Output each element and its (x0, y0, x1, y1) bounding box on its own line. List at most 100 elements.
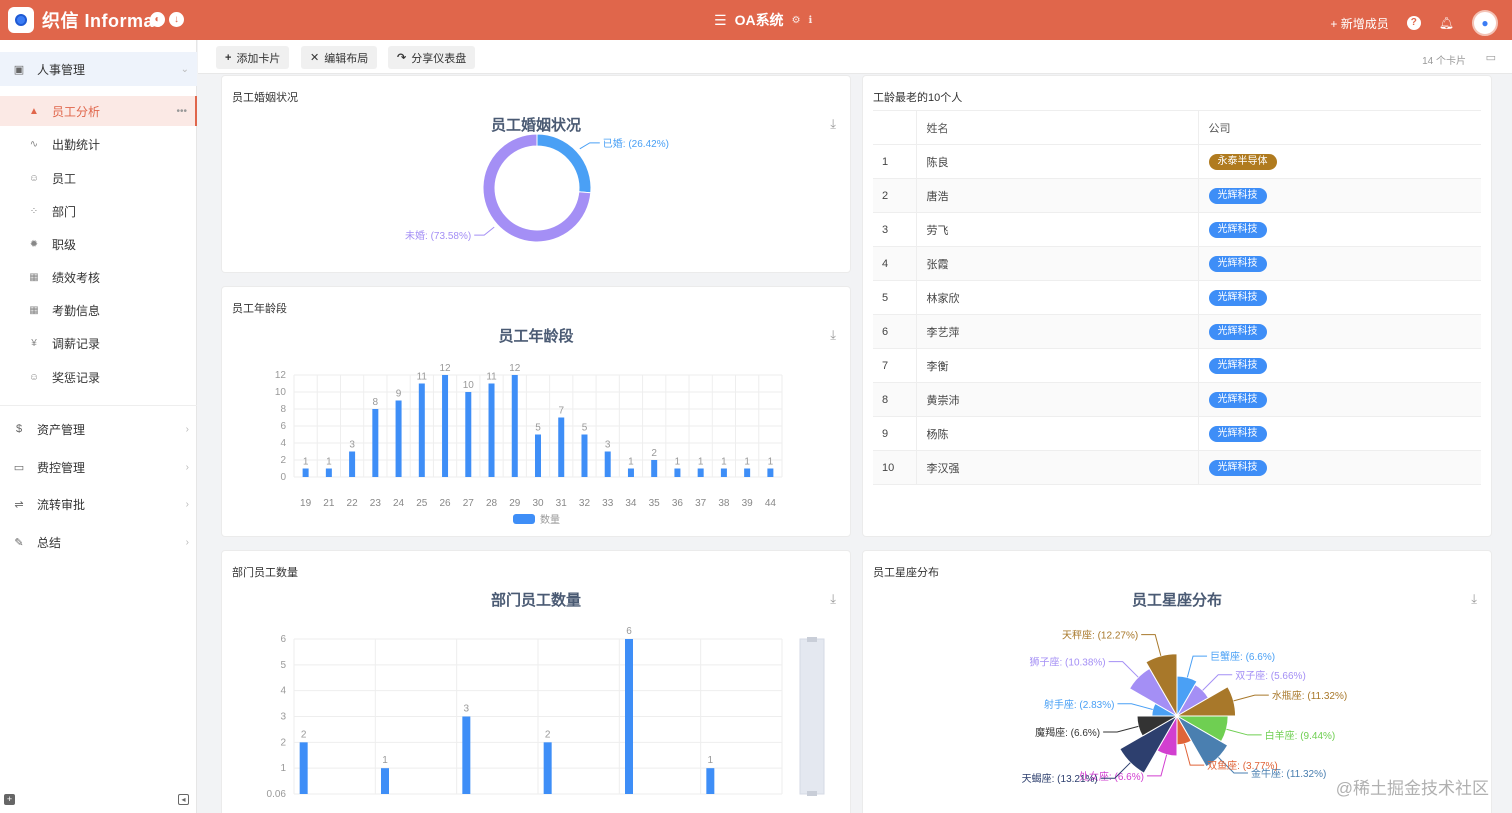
data-label: 9 (396, 389, 402, 400)
y-tick-label: 0 (280, 472, 286, 483)
expand-icon: ✕ (310, 52, 320, 64)
download-icon[interactable]: ⤓ (830, 327, 836, 342)
chart-title: 员工年龄段 (498, 328, 574, 345)
slice-label: 未婚: (73.58%) (405, 229, 471, 242)
slice-label: 天秤座: (12.27%) (1062, 629, 1138, 642)
dots-icon: ⁘ (29, 205, 39, 217)
data-label: 2 (301, 729, 307, 740)
company-tag: 光辉科技 (1208, 323, 1267, 340)
x-tick-label: 29 (509, 498, 521, 509)
divider (0, 405, 197, 406)
sidebar-group-label: 总结 (37, 535, 62, 550)
gear-icon: ✹ (29, 238, 39, 250)
comment-icon[interactable]: ▭ (1485, 52, 1496, 64)
sidebar-group-approval[interactable]: ⇌ 流转审批 › (0, 487, 197, 521)
sidebar-item-attendance-info[interactable]: ▦ 考勤信息 (0, 295, 197, 325)
employee-name: 李衡 (916, 348, 1199, 383)
table-row[interactable]: 9 杨陈 光辉科技 (873, 416, 1481, 451)
slice-label-line (1218, 757, 1248, 774)
data-label: 2 (545, 729, 551, 740)
globe-icon[interactable]: ◐ (150, 12, 165, 27)
row-index: 10 (873, 450, 917, 485)
slice-label-line (579, 142, 600, 150)
company-tag: 光辉科技 (1208, 391, 1267, 408)
dashboard-toolbar: + 添加卡片 ✕ 编辑布局 ↷ 分享仪表盘 14 个卡片 ▭ (198, 40, 1512, 74)
bar (381, 768, 389, 794)
table-row[interactable]: 7 李衡 光辉科技 (873, 348, 1481, 383)
bar (543, 742, 552, 794)
download-circle-icon[interactable]: ↓ (169, 12, 184, 27)
add-member-button[interactable]: + 新增成员 (1330, 15, 1388, 32)
sidebar-item-label: 部门 (52, 204, 77, 219)
sidebar-item-rewards[interactable]: ☺ 奖惩记录 (0, 362, 197, 392)
edit-layout-label: 编辑布局 (324, 52, 369, 65)
table-row[interactable]: 6 李艺萍 光辉科技 (873, 314, 1481, 349)
bar (697, 468, 704, 477)
company-cell: 光辉科技 (1198, 280, 1481, 315)
data-label: 1 (326, 457, 332, 468)
sidebar-item-rank[interactable]: ✹ 职级 (0, 229, 197, 259)
sidebar-group-summary[interactable]: ✎ 总结 › (0, 525, 197, 559)
data-label: 5 (582, 423, 588, 434)
logo[interactable]: 织信 Informat (8, 7, 161, 33)
bar (299, 742, 308, 794)
collapse-sidebar-icon[interactable]: ◂ (178, 794, 189, 805)
download-icon[interactable]: ⤓ (1471, 591, 1477, 606)
sidebar-item-employee[interactable]: ☺ 员工 (0, 163, 197, 193)
share-dashboard-button[interactable]: ↷ 分享仪表盘 (388, 46, 476, 69)
sidebar-item-label: 员工分析 (52, 104, 101, 119)
card-age: 员工年龄段 员工年龄段 ⤓ 0 2 4 6 8 10 12 1 19 1 21 3 22 8 23 9 24 11… (221, 286, 851, 537)
company-tag: 光辉科技 (1208, 221, 1267, 238)
add-card-button[interactable]: + 添加卡片 (216, 46, 290, 69)
data-label: 1 (721, 457, 727, 468)
sidebar-item-salary-adjust[interactable]: ¥ 调薪记录 (0, 328, 197, 358)
slice-label: 狮子座: (10.38%) (1030, 656, 1106, 669)
slice-label: 金牛座: (11.32%) (1251, 767, 1326, 780)
y-tick-label: 2 (280, 737, 286, 748)
x-tick-label: 19 (300, 498, 312, 509)
company-cell: 光辉科技 (1198, 450, 1481, 485)
sidebar-item-department[interactable]: ⁘ 部门 (0, 196, 197, 226)
table-icon: ▦ (29, 271, 39, 283)
row-index: 2 (873, 178, 917, 213)
col-company-header[interactable]: 公司 (1198, 110, 1481, 145)
slice-label: 已婚: (26.42%) (603, 137, 669, 150)
table-row[interactable]: 4 张霞 光辉科技 (873, 246, 1481, 281)
slice-label-line (1141, 634, 1162, 656)
table-row[interactable]: 2 唐浩 光辉科技 (873, 178, 1481, 213)
slice-label: 水瓶座: (11.32%) (1272, 689, 1347, 702)
sidebar-group-assets[interactable]: $ 资产管理 › (0, 412, 197, 446)
sidebar-group-expense[interactable]: ▭ 费控管理 › (0, 450, 197, 484)
card-zodiac: 员工星座分布 员工星座分布 ⤓ 巨蟹座: (6.6%) 双子座: (5.66%) 水… (862, 550, 1492, 813)
company-tag: 光辉科技 (1208, 255, 1267, 272)
bell-icon[interactable]: 🔔︎ (1438, 16, 1454, 30)
settings-icon[interactable]: ⚙ (791, 14, 801, 26)
table-row[interactable]: 3 劳飞 光辉科技 (873, 212, 1481, 247)
sidebar-item-attendance-stats[interactable]: ∿ 出勤统计 (0, 129, 197, 159)
avatar[interactable]: ● (1472, 10, 1498, 36)
info-icon[interactable]: ℹ (808, 14, 813, 26)
bar (488, 383, 495, 477)
slice-label-line (1186, 655, 1208, 678)
table-row[interactable]: 8 黄崇沛 光辉科技 (873, 382, 1481, 417)
slice-label: 射手座: (2.83%) (1044, 698, 1115, 711)
download-icon[interactable]: ⤓ (830, 591, 836, 606)
download-icon[interactable]: ⤓ (830, 116, 836, 131)
table-row[interactable]: 5 林家欣 光辉科技 (873, 280, 1481, 315)
bar (706, 768, 715, 794)
add-icon[interactable]: + (4, 794, 15, 805)
bar (442, 375, 449, 477)
dollar-icon: $ (15, 423, 23, 435)
table-row[interactable]: 10 李汉强 光辉科技 (873, 450, 1481, 485)
edit-layout-button[interactable]: ✕ 编辑布局 (301, 46, 378, 69)
col-name-header[interactable]: 姓名 (916, 110, 1199, 145)
more-icon[interactable]: ••• (176, 105, 187, 117)
table-row[interactable]: 1 陈良 永泰半导体 (873, 144, 1481, 179)
sidebar-group-hr[interactable]: ▣ 人事管理 ⌄ (0, 52, 197, 86)
logo-text: 织信 Informat (42, 11, 161, 31)
sidebar-item-employee-analysis[interactable]: ▲ 员工分析 ••• (0, 96, 197, 126)
sidebar-item-performance[interactable]: ▦ 绩效考核 (0, 262, 197, 292)
app-title[interactable]: ☰ OA系统 ⚙ ℹ (714, 10, 812, 30)
row-index: 8 (873, 382, 917, 417)
help-icon[interactable]: ? (1406, 16, 1421, 30)
